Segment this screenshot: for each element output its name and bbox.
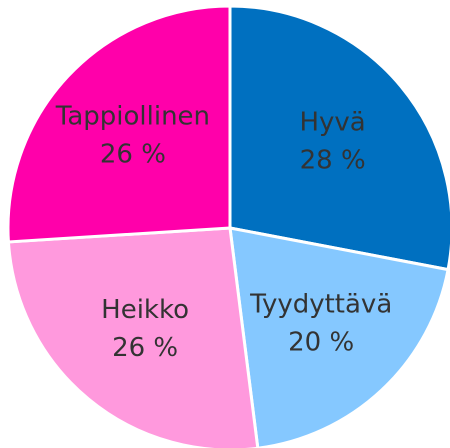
slice-value-label: 26 % <box>112 333 178 363</box>
slice-value-label: 28 % <box>300 146 366 176</box>
slice-label: Heikko <box>101 295 189 325</box>
pie-slice <box>228 226 450 448</box>
slice-label: Tyydyttävä <box>249 290 392 320</box>
pie-slice <box>228 4 450 272</box>
slice-label: Hyvä <box>299 108 365 138</box>
slice-label: Tappiollinen <box>55 101 210 131</box>
pie-slice <box>6 4 232 244</box>
slice-value-label: 26 % <box>100 139 166 169</box>
slice-value-label: 20 % <box>288 328 354 358</box>
pie-slice <box>6 226 260 448</box>
